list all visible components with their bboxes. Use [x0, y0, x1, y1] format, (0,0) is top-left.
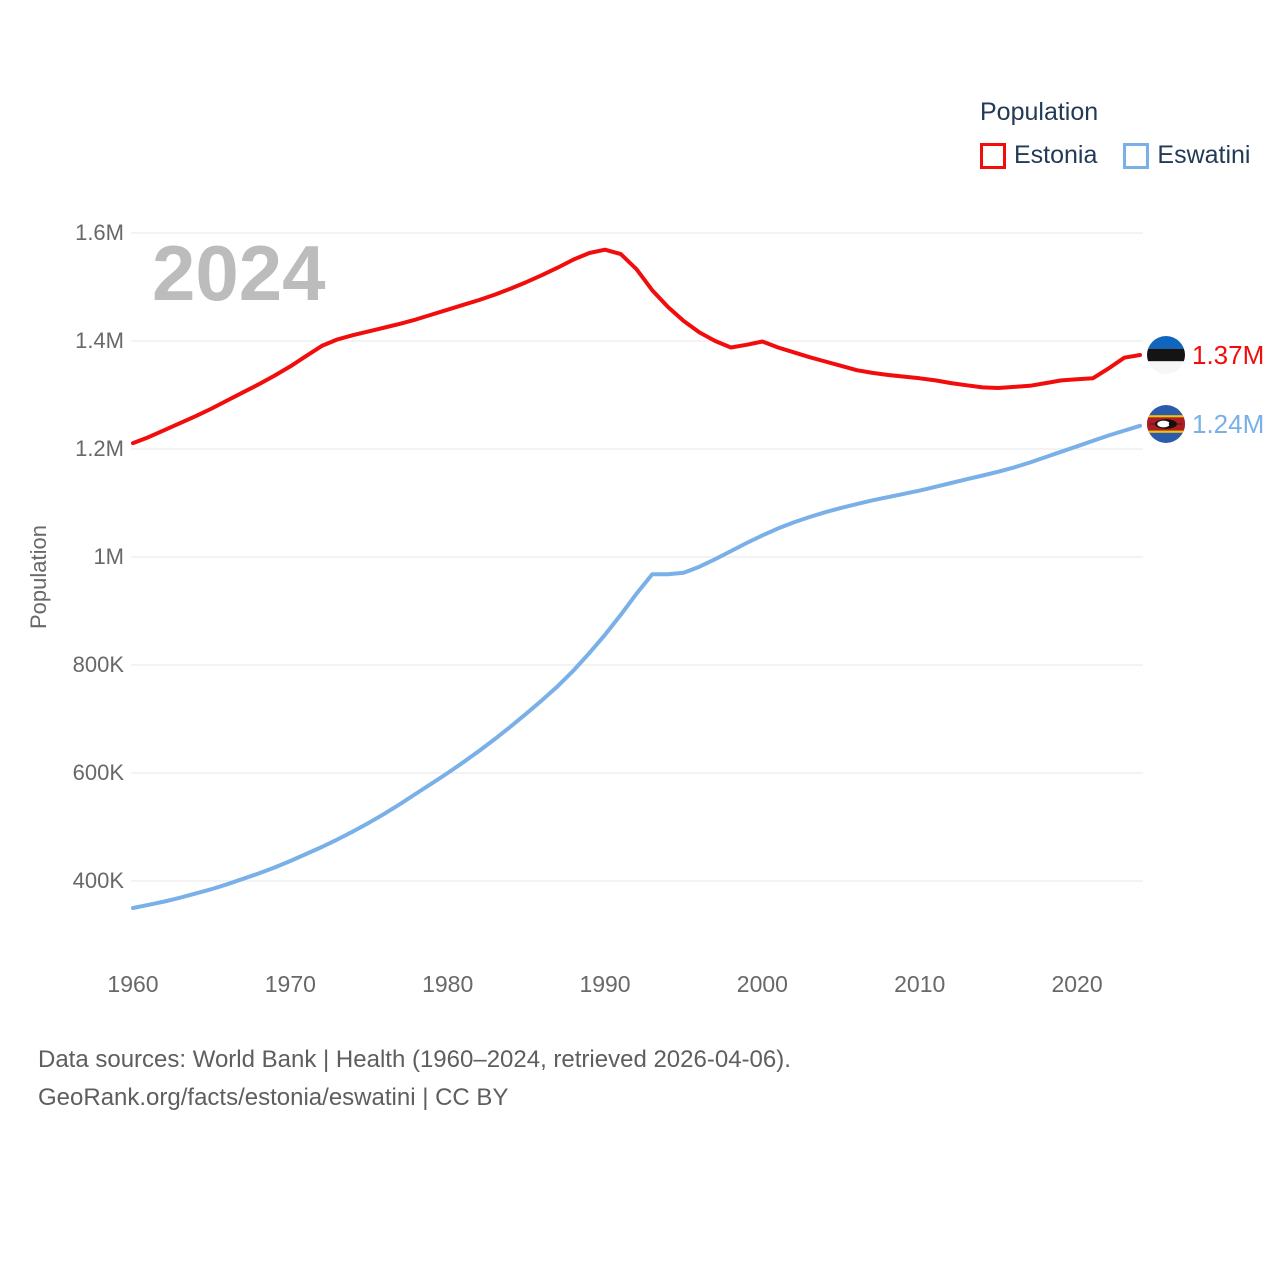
x-tick-label: 1980 — [422, 971, 474, 997]
estonia-end-label: 1.37M — [1147, 336, 1264, 374]
y-tick-label: 1.6M — [75, 220, 124, 245]
x-tick-label: 1990 — [579, 971, 631, 997]
year-watermark: 2024 — [152, 229, 326, 317]
legend-items: Estonia Eswatini — [980, 141, 1250, 170]
estonia-series-swatch — [980, 142, 1006, 169]
y-tick-label: 1.4M — [75, 328, 124, 353]
y-tick-label: 1.2M — [75, 436, 124, 461]
estonia-flag-icon — [1147, 336, 1185, 374]
legend-item-eswatini[interactable]: Eswatini — [1123, 141, 1250, 170]
eswatini-end-label: 1.24M — [1147, 405, 1264, 443]
legend: Population Estonia Eswatini — [980, 98, 1250, 170]
legend-item-estonia[interactable]: Estonia — [980, 141, 1097, 170]
line-chart-plot — [131, 232, 1143, 910]
series-line-eswatini[interactable] — [131, 423, 1142, 910]
legend-label-eswatini: Eswatini — [1157, 141, 1251, 169]
y-tick-label: 1M — [93, 544, 124, 569]
legend-title: Population — [980, 98, 1099, 126]
x-tick-label: 2020 — [1051, 971, 1103, 997]
y-tick-label: 800K — [72, 652, 124, 677]
y-tick-label: 400K — [72, 868, 124, 893]
series-line-estonia[interactable] — [131, 247, 1142, 446]
legend-label-estonia: Estonia — [1014, 141, 1098, 169]
x-tick-label: 1960 — [107, 971, 159, 997]
attribution-line: GeoRank.org/facts/estonia/eswatini | CC … — [38, 1084, 509, 1111]
x-tick-label: 2010 — [894, 971, 946, 997]
y-tick-label: 600K — [72, 760, 124, 785]
eswatini-flag-icon — [1147, 405, 1185, 443]
data-sources-line: Data sources: World Bank | Health (1960–… — [38, 1046, 791, 1073]
eswatini-end-value: 1.24M — [1192, 409, 1265, 439]
x-tick-label: 2000 — [736, 971, 788, 997]
estonia-end-value: 1.37M — [1192, 340, 1265, 370]
footer: Data sources: World Bank | Health (1960–… — [38, 1041, 791, 1117]
eswatini-series-swatch — [1123, 142, 1150, 169]
x-tick-label: 1970 — [264, 971, 316, 997]
